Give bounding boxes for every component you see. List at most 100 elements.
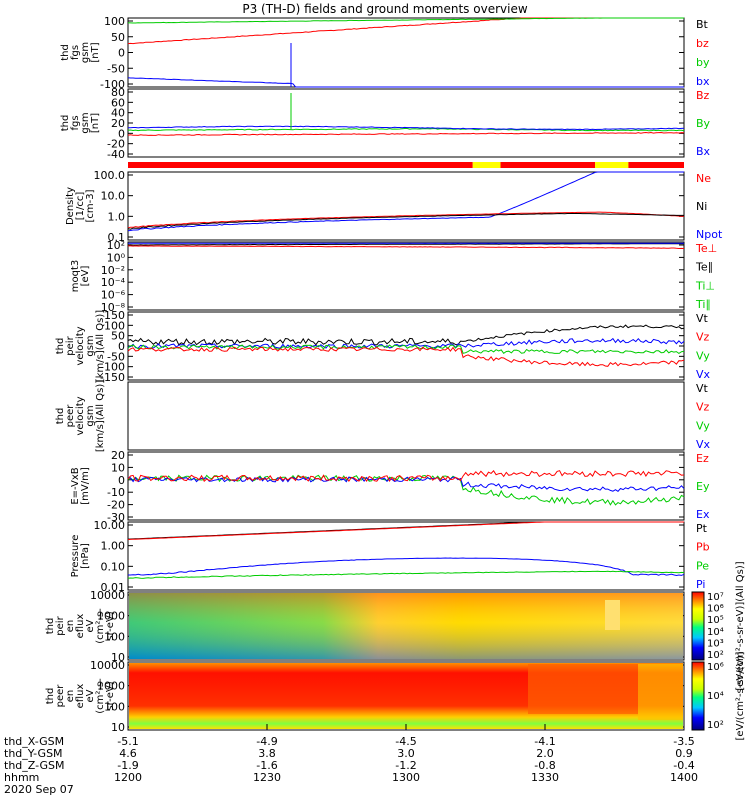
y-tick-label: 40 [111,107,125,120]
series-Teperp [128,245,685,250]
y-tick-label: 50 [111,31,125,44]
y-axis-label-line: thd [45,618,56,635]
y-axis-label-line: [1/cc] [75,192,86,221]
panel-pressure: 10.00 1.00 0.10 0.01 Pressure [nPa] Pt Pb Pe Pi [70,519,710,594]
series-Tepar [127,243,684,246]
series-Vt [127,324,685,346]
legend-entry: Pi [696,578,705,591]
y-tick-label: 10 [111,461,125,474]
y-tick-label: 0.01 [101,581,126,594]
y-tick-label: 20 [111,117,125,130]
y-axis-label-line: moqt3 [70,260,81,293]
series-by [127,17,684,24]
y-axis-label-line: velocity [75,396,86,435]
y-axis-label-line: sr-eV) [105,681,116,710]
panel-fgs_gsm: 100 50 0 -50 -100 thd fgs gsm [nT] Bt bz by bx [60,15,710,91]
x-row-value: -4.1 [534,735,555,748]
y-axis-label-line: [km/s](All Qs)] [95,310,106,382]
y-axis-label: thd peer en eflux eV (cm²-s-sr-eV) [45,678,116,714]
legend-entry: Pb [696,541,710,554]
legend-entry: Ey [696,480,710,493]
legend-entry: Ne [696,172,711,185]
series-Ne [127,211,684,229]
y-tick-label: -150 [100,371,125,384]
y-tick-label: 10⁻⁶ [101,289,126,302]
y-axis-label-line: thd [55,338,66,355]
mode-strip-segment [628,162,684,168]
series-Pt [127,521,684,540]
y-axis-label-line: thd [60,44,71,61]
legend-entry: Ex [696,508,710,521]
y-axis-label-line: [nPa] [80,543,91,569]
y-axis-label-line: en [65,690,76,703]
colorbar-label: [eV/(cm²-s-sr-eV)](All Qs)] [735,561,746,690]
legend-entry: Bt [696,18,709,31]
legend-entry: Ez [696,452,709,465]
x-row-value: -1.2 [395,759,416,772]
x-row-label: hhmm [4,771,39,784]
legend-entry: Npot [696,228,723,241]
y-axis-label: E=-VxB [mV/m] [70,467,91,505]
legend-entry: Vt [696,312,709,325]
panel-ion_spectrum: 10000 1000 100 10 thd peir en eflux eV (cm²-s-sr-… [45,561,746,690]
y-tick-label: 0.1 [108,231,126,244]
legend-entry: Bx [696,145,711,158]
y-tick-label: -50 [107,62,125,75]
series-Vz [127,346,685,367]
y-tick-label: 10⁻⁴ [101,276,126,289]
y-axis-label-line: Density [65,187,76,225]
y-tick-label: 1000 [97,610,125,623]
y-axis-label-line: fgs [70,45,81,60]
y-axis-label-line: [km/s](All Qs)] [95,380,106,452]
y-axis-label-line: peer [65,404,76,428]
x-row-value: -1.9 [117,759,138,772]
y-tick-label: 150 [104,309,125,322]
colorbar-tick-label: 10⁶ [707,604,724,615]
y-tick-label: 0 [118,474,125,487]
y-axis-label-line: thd [45,688,56,705]
series-Bz [127,131,685,136]
y-tick-label: -50 [107,350,125,363]
x-row-value: 1300 [392,771,420,784]
legend-entry: Pe [696,559,709,572]
y-axis-label-line: velocity [75,326,86,365]
mode-strip-segment [128,162,473,168]
y-axis-label: thd peir en eflux eV (cm²-s-sr-eV) [45,608,116,644]
y-tick-label: 0.10 [101,560,126,573]
y-tick-label: 100 [104,700,125,713]
y-axis-label-line: (cm²-s- [95,608,106,644]
colorbar [691,591,705,661]
colorbar-tick-label: 10² [707,720,724,731]
y-axis-label-line: (cm²-s- [95,678,106,714]
y-axis-label-line: eV [85,619,96,632]
y-tick-label: 1.00 [101,540,126,553]
x-row-value: -4.5 [395,735,416,748]
series-Ni [127,212,684,230]
x-row-value: -0.8 [534,759,555,772]
y-axis-label-line: [eV] [80,266,91,287]
legend-entry: Vx [696,368,711,381]
legend-entry: Vz [696,331,710,344]
spectrogram-gap [605,600,620,630]
colorbar [691,661,705,731]
x-row-value: 3.0 [397,747,415,760]
colorbar-label-text: [eV/(cm²-s-sr-eV)] [735,651,746,740]
legend-entry: Bz [696,89,710,102]
colorbar-tick-label: 10⁵ [707,615,724,626]
legend-entry: Vt [696,382,709,395]
legend-entry: Vz [696,401,710,414]
colorbar-label-text: [eV/(cm²-s-sr-eV)](All Qs)] [735,561,746,690]
y-tick-label: 0 [118,340,125,353]
series-Vy [127,344,685,355]
panel-frame [127,591,685,661]
y-axis-label-line: gsm [85,405,96,426]
panel-electron_spectrum: 10000 1000 100 10 thd peer en eflux eV (cm²-s-sr-… [45,651,746,740]
y-tick-label: 60 [111,96,125,109]
y-axis-label-line: eflux [75,684,86,709]
y-axis-label-line: eV [85,689,96,702]
y-axis-label-line: gsm [80,42,91,63]
x-row-value: -0.4 [673,759,694,772]
